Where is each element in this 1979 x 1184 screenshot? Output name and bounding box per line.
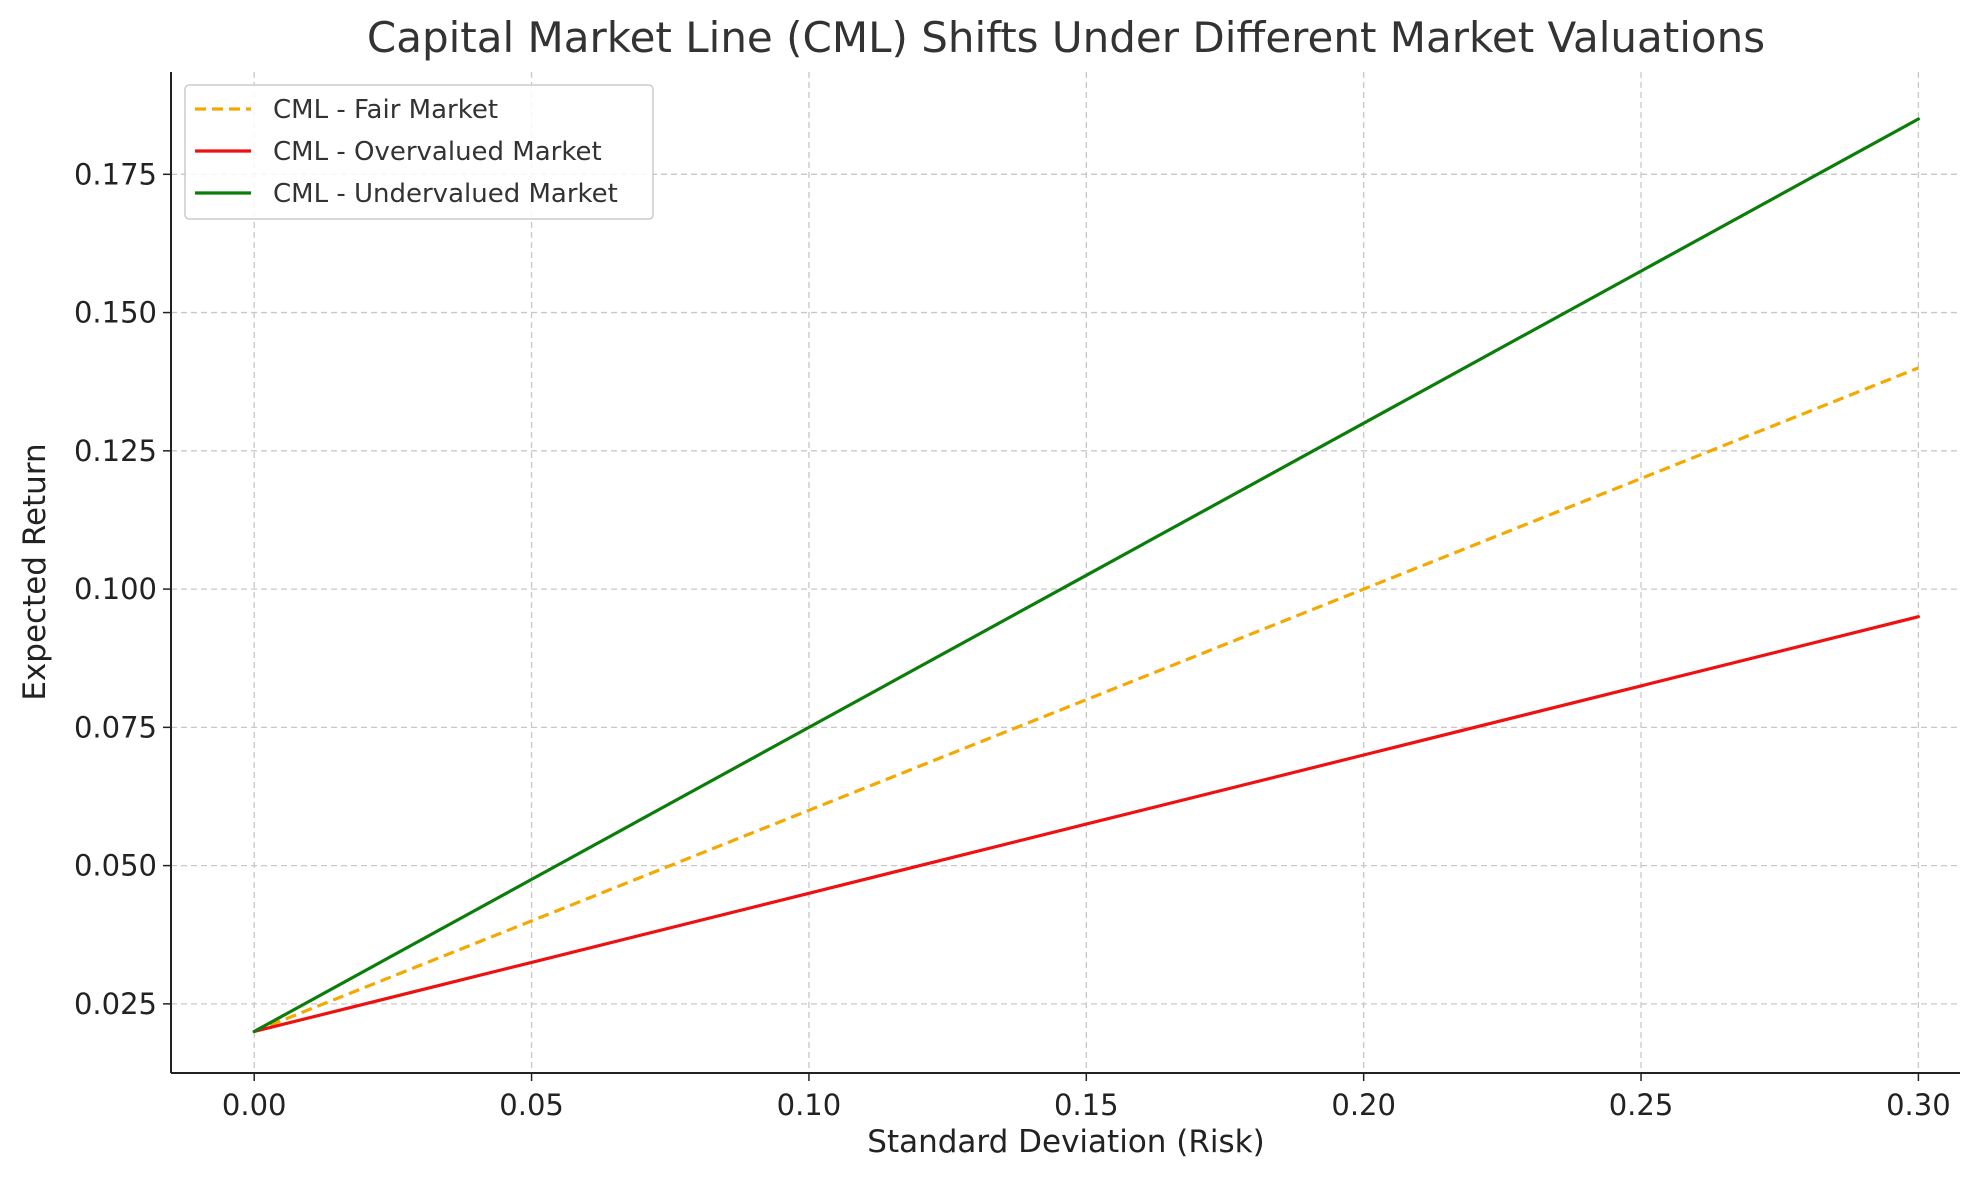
y-tick-label: 0.050 xyxy=(74,849,157,883)
x-tick-label: 0.25 xyxy=(1609,1088,1674,1122)
series-line-3 xyxy=(252,117,1921,1034)
legend-frame xyxy=(184,84,654,220)
y-axis-label: Expected Return xyxy=(17,443,53,700)
legend-label: CML - Fair Market xyxy=(273,95,498,125)
y-tick-label: 0.025 xyxy=(74,987,157,1021)
legend-label: CML - Overvalued Market xyxy=(273,137,602,167)
x-tick-label: 0.00 xyxy=(222,1088,287,1122)
y-tick-label: 0.150 xyxy=(74,296,157,330)
x-tick-label: 0.10 xyxy=(777,1088,842,1122)
x-tick-label: 0.30 xyxy=(1886,1088,1951,1122)
series-layer xyxy=(252,117,1921,1034)
y-tick-label: 0.125 xyxy=(74,434,157,468)
y-tick-label: 0.175 xyxy=(74,157,157,191)
legend: CML - Fair Market CML - Overvalued Market… xyxy=(184,84,654,220)
x-tick-label: 0.15 xyxy=(1054,1088,1119,1122)
x-axis-label: Standard Deviation (Risk) xyxy=(867,1124,1264,1160)
x-tick-label: 0.05 xyxy=(499,1088,564,1122)
x-tick-label: 0.20 xyxy=(1331,1088,1396,1122)
legend-label: CML - Undervalued Market xyxy=(273,179,618,209)
axes-layer: 0.00 0.05 0.10 0.15 0.20 0.25 0.30 0.025 0.050 0.… xyxy=(74,72,1960,1122)
y-tick-label: 0.075 xyxy=(74,710,157,744)
series-line-2 xyxy=(252,615,1921,1034)
grid-layer xyxy=(171,72,1960,1073)
series-line-1 xyxy=(253,366,1919,1033)
y-tick-label: 0.100 xyxy=(74,572,157,606)
chart-title: Capital Market Line (CML) Shifts Under D… xyxy=(367,13,1765,62)
